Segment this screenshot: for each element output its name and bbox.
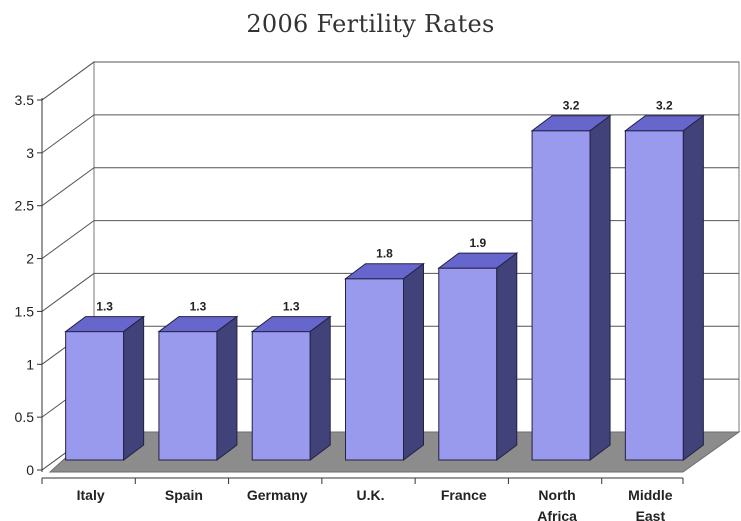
x-tick-label: France (441, 487, 487, 503)
bar-side (496, 252, 518, 461)
bar (344, 262, 425, 461)
bar-side (216, 315, 238, 461)
gridline (41, 272, 739, 312)
bar-side (403, 262, 424, 461)
y-tick-label: 1 (26, 356, 34, 372)
bar (623, 114, 705, 461)
data-label: 3.2 (656, 99, 673, 113)
data-label: 1.3 (283, 300, 300, 314)
bar-front (158, 331, 218, 461)
bar (437, 252, 519, 461)
x-tick-label: Germany (247, 487, 308, 503)
chart-title: 2006 Fertility Rates (246, 10, 495, 38)
gridline (41, 114, 739, 154)
x-tick-label: Middle (628, 487, 673, 503)
bar-side (309, 315, 331, 461)
x-tick-label: North (538, 487, 575, 503)
y-tick-label: 1.5 (15, 303, 35, 319)
x-tick-label: Italy (77, 487, 105, 503)
x-tick-label: U.K. (357, 487, 385, 503)
y-tick-label: 3 (26, 145, 34, 161)
y-tick-label: 2.5 (15, 198, 35, 214)
x-tick-label: Spain (165, 487, 203, 503)
y-tick-label: 3.5 (15, 92, 35, 108)
data-label: 1.9 (469, 236, 486, 250)
gridline (41, 167, 739, 207)
y-tick-label: 0.5 (15, 409, 35, 425)
bar-front (531, 130, 591, 461)
y-tick-label: 0 (26, 462, 34, 478)
y-tick-label: 2 (26, 251, 34, 267)
bar (250, 315, 332, 461)
bar-front (438, 267, 498, 461)
data-label: 1.8 (376, 247, 393, 261)
x-tick-label: East (636, 508, 666, 521)
bar (530, 114, 612, 461)
gridline (41, 61, 739, 101)
bar (157, 315, 239, 461)
data-label: 3.2 (563, 99, 580, 113)
gridline (41, 220, 739, 259)
x-tick-label: Africa (537, 508, 577, 521)
bar-front (345, 278, 404, 461)
data-label: 1.3 (190, 300, 207, 314)
data-label: 1.3 (96, 300, 113, 314)
bar (64, 315, 146, 462)
bar-front (624, 130, 684, 461)
bar-side (123, 315, 145, 462)
bar-front (65, 331, 125, 461)
bar-side (682, 114, 704, 461)
bar-front (251, 331, 311, 461)
bar-side (589, 114, 611, 461)
